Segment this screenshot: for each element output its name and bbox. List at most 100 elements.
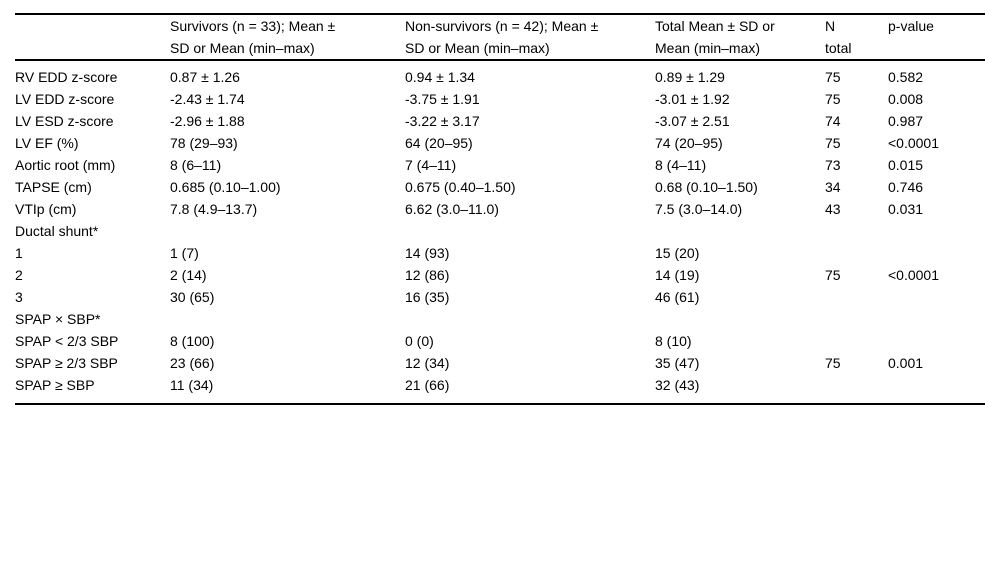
- cell-p-value: 0.008: [888, 91, 924, 107]
- row-label: VTIp (cm): [15, 201, 77, 217]
- table-row: Aortic root (mm) 8 (6–11) 7 (4–11) 8 (4–…: [15, 154, 985, 176]
- cell-total: 14 (19): [655, 267, 700, 283]
- cell-p-value: 0.746: [888, 179, 924, 195]
- table-row: 1 1 (7) 14 (93) 15 (20): [15, 242, 985, 264]
- table-row: LV ESD z-score -2.96 ± 1.88 -3.22 ± 3.17…: [15, 110, 985, 132]
- cell-total: 74 (20–95): [655, 135, 723, 151]
- cell-survivors: 7.8 (4.9–13.7): [170, 201, 258, 217]
- cell-n-total: [825, 308, 888, 330]
- table-row: SPAP ≥ SBP 11 (34) 21 (66) 32 (43): [15, 374, 985, 404]
- cell-survivors: -2.43 ± 1.74: [170, 91, 245, 107]
- table-row: 2 2 (14) 12 (86) 14 (19) 75 <0.0001: [15, 264, 985, 286]
- cell-non-survivors: 7 (4–11): [405, 157, 457, 173]
- cell-p-value: 0.582: [888, 69, 924, 85]
- table-row: SPAP × SBP*: [15, 308, 985, 330]
- cell-survivors: 23 (66): [170, 355, 215, 371]
- cell-p-value: [888, 242, 985, 264]
- cell-survivors: 0.685 (0.10–1.00): [170, 179, 281, 195]
- cell-n-total: 43: [825, 201, 841, 217]
- table-row: VTIp (cm) 7.8 (4.9–13.7) 6.62 (3.0–11.0)…: [15, 198, 985, 220]
- column-header-parameter: [15, 14, 170, 61]
- cell-p-value: [888, 220, 985, 242]
- table-row: TAPSE (cm) 0.685 (0.10–1.00) 0.675 (0.40…: [15, 176, 985, 198]
- row-label: SPAP ≥ 2/3 SBP: [15, 355, 118, 371]
- cell-non-survivors: -3.22 ± 3.17: [405, 113, 480, 129]
- row-label: Aortic root (mm): [15, 157, 116, 173]
- cell-survivors: 30 (65): [170, 289, 215, 305]
- cell-p-value: <0.0001: [888, 135, 939, 151]
- outcomes-table: Survivors (n = 33); Mean ± SD or Mean (m…: [15, 13, 985, 405]
- cell-p-value: 0.015: [888, 157, 924, 173]
- cell-survivors: 1 (7): [170, 245, 199, 261]
- cell-non-survivors: 12 (86): [405, 267, 450, 283]
- row-label: 2: [15, 267, 23, 283]
- cell-survivors: 2 (14): [170, 267, 207, 283]
- cell-n-total: [825, 242, 888, 264]
- cell-total: [655, 220, 825, 242]
- table-row: LV EDD z-score -2.43 ± 1.74 -3.75 ± 1.91…: [15, 88, 985, 110]
- row-label: SPAP < 2/3 SBP: [15, 333, 119, 349]
- cell-total: 15 (20): [655, 245, 700, 261]
- cell-n-total: [825, 374, 888, 404]
- cell-p-value: <0.0001: [888, 267, 939, 283]
- cell-non-survivors: 12 (34): [405, 355, 450, 371]
- table-row: SPAP < 2/3 SBP 8 (100) 0 (0) 8 (10): [15, 330, 985, 352]
- cell-survivors: 0.87 ± 1.26: [170, 69, 240, 85]
- cell-non-survivors: 21 (66): [405, 377, 450, 393]
- row-label: SPAP × SBP*: [15, 311, 101, 327]
- column-header-non-survivors: Non-survivors (n = 42); Mean ± SD or Mea…: [405, 14, 655, 61]
- row-label: LV EDD z-score: [15, 91, 115, 107]
- cell-n-total: 75: [825, 91, 841, 107]
- cell-p-value: [888, 374, 985, 404]
- cell-survivors: 78 (29–93): [170, 135, 238, 151]
- cell-non-survivors: 14 (93): [405, 245, 450, 261]
- cell-n-total: [825, 330, 888, 352]
- column-header-survivors: Survivors (n = 33); Mean ± SD or Mean (m…: [170, 14, 405, 61]
- cell-survivors: 8 (100): [170, 333, 215, 349]
- cell-total: -3.07 ± 2.51: [655, 113, 730, 129]
- cell-p-value: [888, 330, 985, 352]
- cell-total: 0.68 (0.10–1.50): [655, 179, 758, 195]
- row-label: Ductal shunt*: [15, 223, 99, 239]
- cell-total: 46 (61): [655, 289, 700, 305]
- row-label: LV EF (%): [15, 135, 79, 151]
- row-label: TAPSE (cm): [15, 179, 92, 195]
- cell-total: 32 (43): [655, 377, 700, 393]
- column-header-n-total: N total: [825, 14, 888, 61]
- cell-p-value: 0.001: [888, 355, 924, 371]
- cell-non-survivors: 6.62 (3.0–11.0): [405, 201, 499, 217]
- table-row: RV EDD z-score 0.87 ± 1.26 0.94 ± 1.34 0…: [15, 60, 985, 88]
- cell-total: 35 (47): [655, 355, 700, 371]
- cell-n-total: 75: [825, 135, 841, 151]
- cell-non-survivors: [405, 308, 655, 330]
- row-label: RV EDD z-score: [15, 69, 118, 85]
- cell-non-survivors: 16 (35): [405, 289, 450, 305]
- cell-total: [655, 308, 825, 330]
- cell-total: -3.01 ± 1.92: [655, 91, 730, 107]
- cell-total: 0.89 ± 1.29: [655, 69, 725, 85]
- cell-n-total: [825, 286, 888, 308]
- column-header-total: Total Mean ± SD or Mean (min–max): [655, 14, 825, 61]
- cell-n-total: 73: [825, 157, 841, 173]
- row-label: 3: [15, 289, 23, 305]
- cell-non-survivors: 64 (20–95): [405, 135, 473, 151]
- cell-p-value: [888, 286, 985, 308]
- table-body: RV EDD z-score 0.87 ± 1.26 0.94 ± 1.34 0…: [15, 60, 985, 404]
- cell-survivors: -2.96 ± 1.88: [170, 113, 245, 129]
- cell-total: 8 (10): [655, 333, 692, 349]
- row-label: 1: [15, 245, 23, 261]
- cell-non-survivors: [405, 220, 655, 242]
- cell-survivors: 8 (6–11): [170, 157, 222, 173]
- cell-n-total: 75: [825, 355, 841, 371]
- cell-total: 7.5 (3.0–14.0): [655, 201, 743, 217]
- cell-n-total: 75: [825, 69, 841, 85]
- cell-n-total: 75: [825, 267, 841, 283]
- row-label: SPAP ≥ SBP: [15, 377, 95, 393]
- cell-p-value: 0.987: [888, 113, 924, 129]
- cell-n-total: 34: [825, 179, 841, 195]
- cell-survivors: [170, 308, 405, 330]
- cell-n-total: [825, 220, 888, 242]
- row-label: LV ESD z-score: [15, 113, 114, 129]
- table-row: SPAP ≥ 2/3 SBP 23 (66) 12 (34) 35 (47) 7…: [15, 352, 985, 374]
